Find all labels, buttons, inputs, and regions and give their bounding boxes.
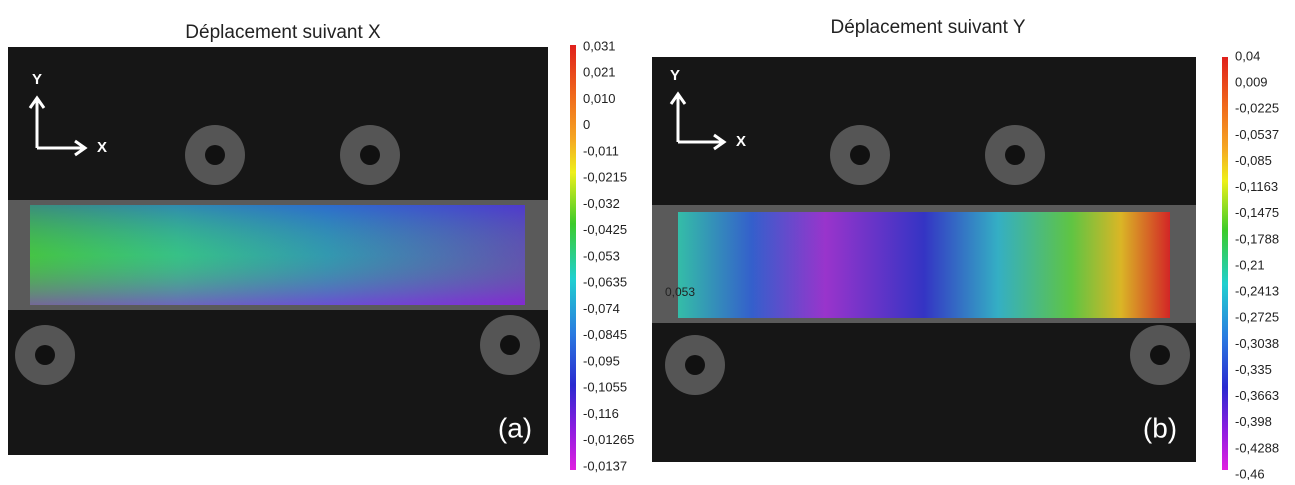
colorbar-label: 0,031 xyxy=(583,38,616,53)
colorbar-label: 0,021 xyxy=(583,65,616,80)
colorbar-label: -0,3663 xyxy=(1235,388,1279,403)
field xyxy=(30,205,525,305)
axes-arrows xyxy=(28,95,88,157)
colorbar-label: 0,010 xyxy=(583,91,616,106)
colorbar-label: -0,1163 xyxy=(1235,179,1278,194)
colorbar-label: -0,46 xyxy=(1235,466,1265,480)
colorbar-label: -0,085 xyxy=(1235,153,1272,168)
grip xyxy=(205,145,225,165)
colorbar-label: -0,0137 xyxy=(583,458,627,473)
colorbar-label: -0,0225 xyxy=(1235,101,1279,116)
colorbar xyxy=(570,45,576,470)
colorbar-label: -0,074 xyxy=(583,301,620,316)
axis-label: Y xyxy=(670,67,680,84)
colorbar-label: -0,011 xyxy=(583,143,619,158)
grip xyxy=(685,355,705,375)
colorbar-label: -0,2725 xyxy=(1235,310,1279,325)
annotation: 0,053 xyxy=(665,285,695,299)
grip xyxy=(1150,345,1170,365)
colorbar-label: -0,0635 xyxy=(583,275,627,290)
axis-label: Y xyxy=(32,71,42,88)
colorbar xyxy=(1222,57,1228,470)
panel-title: Déplacement suivant Y xyxy=(830,17,1025,38)
grip xyxy=(35,345,55,365)
axis-label: X xyxy=(736,133,746,150)
colorbar-label: -0,3038 xyxy=(1235,336,1279,351)
colorbar-label: -0,053 xyxy=(583,248,620,263)
colorbar-label: -0,095 xyxy=(583,353,620,368)
colorbar-label: -0,032 xyxy=(583,196,620,211)
colorbar-label: -0,21 xyxy=(1235,257,1265,272)
colorbar-label: -0,0215 xyxy=(583,170,627,185)
colorbar-label: -0,335 xyxy=(1235,362,1272,377)
grip xyxy=(360,145,380,165)
panel-label: (b) xyxy=(1143,412,1177,443)
field xyxy=(678,212,1170,318)
axes-arrows xyxy=(669,91,727,151)
colorbar-label: -0,0845 xyxy=(583,327,627,342)
colorbar-label: -0,1055 xyxy=(583,380,627,395)
colorbar-label: -0,4288 xyxy=(1235,440,1279,455)
colorbar-label: -0,01265 xyxy=(583,432,634,447)
panel-label: (a) xyxy=(498,412,532,443)
colorbar-label: -0,0537 xyxy=(1235,127,1279,142)
grip xyxy=(500,335,520,355)
colorbar-label: -0,0425 xyxy=(583,222,627,237)
panel-title: Déplacement suivant X xyxy=(185,22,381,43)
axis-label: X xyxy=(97,139,107,156)
colorbar-label: -0,2413 xyxy=(1235,284,1279,299)
colorbar-label: -0,116 xyxy=(583,406,619,421)
colorbar-label: 0,04 xyxy=(1235,48,1260,63)
colorbar-label: -0,1475 xyxy=(1235,205,1279,220)
grip xyxy=(1005,145,1025,165)
grip xyxy=(850,145,870,165)
colorbar-label: 0 xyxy=(583,117,590,132)
colorbar-label: 0,009 xyxy=(1235,75,1268,90)
colorbar-label: -0,398 xyxy=(1235,414,1272,429)
colorbar-label: -0,1788 xyxy=(1235,231,1279,246)
